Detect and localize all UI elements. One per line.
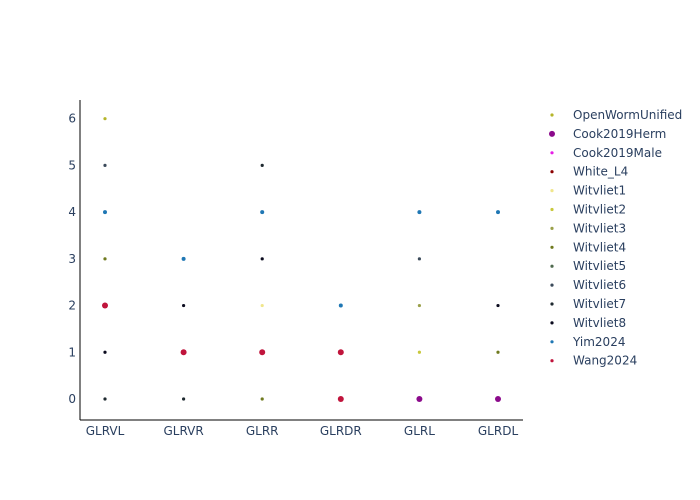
data-point [103,350,107,354]
legend: OpenWormUnified Cook2019Herm Cook2019Male W… [549,108,682,368]
data-markers [102,117,501,402]
legend-marker [550,170,554,174]
y-tick-label: 1 [68,345,76,359]
legend-label: Witvliet2 [573,203,626,217]
data-point [417,350,421,354]
legend-label: Witvliet8 [573,316,626,330]
legend-label: OpenWormUnified [573,108,682,122]
data-point [416,395,423,402]
data-point [260,397,264,401]
data-point [260,303,264,308]
legend-label: Witvliet5 [573,259,626,273]
x-tick-label: GLRL [404,424,435,438]
data-point [180,349,187,356]
data-point [337,349,344,356]
data-point [103,117,107,121]
legend-label: Witvliet1 [573,184,626,198]
y-axis-ticks: 0 1 2 3 4 5 6 [68,112,76,406]
legend-marker [550,226,554,230]
data-point [182,397,186,401]
data-point [182,303,186,308]
data-point [260,257,264,261]
data-point [260,163,264,168]
y-tick-label: 2 [68,299,76,313]
x-tick-label: GLRDL [478,424,519,438]
legend-marker [550,340,554,344]
legend-label: Witvliet7 [573,297,626,311]
data-point [181,256,186,261]
data-point [417,257,421,261]
data-point [103,397,107,401]
legend-marker [550,207,554,212]
data-point [496,303,500,308]
legend-marker [550,151,554,155]
data-point [495,395,501,402]
data-point [260,210,265,215]
data-point [417,303,421,308]
data-point [496,210,500,215]
legend-marker [550,245,554,249]
legend-marker [550,283,554,287]
legend-marker [550,264,554,268]
legend-label: Witvliet4 [573,240,626,254]
legend-marker [550,113,554,117]
y-tick-label: 4 [68,205,76,219]
data-point [337,395,344,402]
x-axis-ticks: GLRVL GLRVR GLRR GLRDR GLRL GLRDL [86,424,519,438]
legend-marker [550,302,554,306]
data-point [103,257,107,261]
data-point [102,302,108,309]
legend-label: Witvliet6 [573,278,626,292]
x-tick-label: GLRVL [86,424,125,438]
data-point [103,210,107,215]
legend-label: Witvliet3 [573,221,626,235]
legend-label: Wang2024 [573,354,637,368]
legend-label: Cook2019Herm [573,127,666,141]
data-point [338,303,343,308]
y-tick-label: 3 [68,252,76,266]
legend-label: Yim2024 [572,335,625,349]
data-point [417,210,422,215]
legend-marker [550,189,554,193]
legend-label: White_L4 [573,165,628,179]
y-tick-label: 5 [68,158,76,172]
x-tick-label: GLRR [246,424,279,438]
data-point [496,350,500,354]
legend-marker [550,321,554,325]
x-tick-label: GLRVR [163,424,203,438]
y-tick-label: 0 [68,392,76,406]
legend-label: Cook2019Male [573,146,662,160]
data-point [103,163,107,168]
y-tick-label: 6 [68,112,76,126]
legend-marker [550,359,554,363]
x-tick-label: GLRDR [320,424,362,438]
legend-marker [549,130,555,137]
data-point [259,349,266,356]
